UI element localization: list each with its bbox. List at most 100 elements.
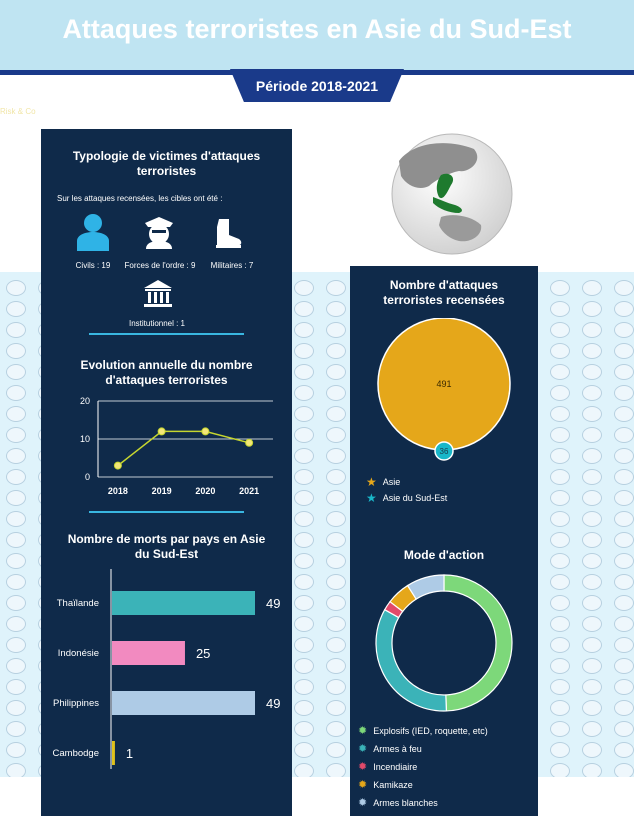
- bar-category-label: Indonésie: [58, 648, 99, 659]
- watermark-logo: [294, 658, 314, 674]
- bar-value-label: 25: [196, 646, 210, 661]
- watermark-logo: [582, 280, 602, 296]
- watermark-logo: [326, 364, 346, 380]
- left-panel: Typologie de victimes d'attaques terrori…: [41, 129, 292, 816]
- x-tick-label: 2020: [195, 486, 215, 496]
- watermark-logo: [614, 658, 634, 674]
- watermark-logo: [294, 322, 314, 338]
- legend-label-sea: Asie du Sud-Est: [382, 493, 448, 503]
- victims-subtitle: Sur les attaques recensées, les cibles o…: [57, 194, 223, 203]
- watermark-logo: [614, 280, 634, 296]
- watermark-logo: [6, 658, 26, 674]
- watermark-logo: [6, 721, 26, 737]
- watermark-logo: [550, 343, 570, 359]
- watermark-logo: [550, 280, 570, 296]
- watermark-logo: [550, 532, 570, 548]
- watermark-logo: [6, 532, 26, 548]
- star-icon: ★: [366, 491, 377, 505]
- bar: [112, 691, 255, 715]
- watermark-logo: [326, 721, 346, 737]
- watermark-logo: [326, 322, 346, 338]
- section-separator-2: [89, 511, 244, 513]
- watermark-logo: [614, 721, 634, 737]
- legend-label-incendiaire: Incendiaire: [373, 761, 418, 772]
- watermark-logo: [326, 385, 346, 401]
- globe-map: [391, 133, 513, 255]
- police-icon: [145, 217, 173, 249]
- watermark-logo: [326, 490, 346, 506]
- donut-slice: [375, 608, 448, 712]
- watermark-logo: [6, 637, 26, 653]
- watermark-logo: [614, 427, 634, 443]
- watermark-logo: [614, 637, 634, 653]
- watermark-logo: [550, 469, 570, 485]
- watermark-logo: [582, 301, 602, 317]
- watermark-logo: [582, 322, 602, 338]
- watermark-logo: [550, 616, 570, 632]
- watermark-logo: [550, 385, 570, 401]
- bar: [112, 591, 255, 615]
- watermark-logo: [550, 574, 570, 590]
- legend-label-armes-feu: Armes à feu: [373, 743, 422, 754]
- donut-slice: [443, 574, 513, 712]
- watermark-logo: [6, 385, 26, 401]
- watermark-logo: [614, 490, 634, 506]
- watermark-logo: [326, 637, 346, 653]
- page-title: Attaques terroristes en Asie du Sud-Est: [62, 14, 572, 44]
- watermark-logo: [582, 574, 602, 590]
- watermark-logo: [550, 322, 570, 338]
- watermark-logo: [614, 679, 634, 695]
- legend-item-armes-feu: ✹ Armes à feu: [358, 742, 422, 755]
- legend-item-asie: ★ Asie: [366, 475, 400, 489]
- watermark-logo: [6, 763, 26, 777]
- gear-icon: ✹: [358, 797, 368, 809]
- right-panel: Nombre d'attaques terroristes recensées …: [350, 266, 538, 816]
- watermark-logo: [550, 658, 570, 674]
- watermark-logo: [6, 364, 26, 380]
- watermark-logo: [582, 343, 602, 359]
- watermark-logo: [326, 301, 346, 317]
- watermark-logo: [6, 700, 26, 716]
- globe-se-asia: [436, 173, 454, 199]
- watermark-logo: [326, 574, 346, 590]
- watermark-logo: [614, 700, 634, 716]
- x-tick-label: 2018: [108, 486, 128, 496]
- watermark-logo: [294, 364, 314, 380]
- watermark-logo: [550, 742, 570, 758]
- legend-label-asie: Asie: [382, 477, 401, 487]
- watermark-logo: [614, 322, 634, 338]
- watermark-logo: [326, 511, 346, 527]
- globe-land-asia: [399, 143, 478, 188]
- watermark-logo: [614, 364, 634, 380]
- watermark-logo: [550, 763, 570, 777]
- watermark-logo: [582, 490, 602, 506]
- watermark-logo: [294, 763, 314, 777]
- watermark-logo: [582, 721, 602, 737]
- watermark-logo: [6, 301, 26, 317]
- watermark-logo: [6, 490, 26, 506]
- bar-value-label: 49: [266, 596, 280, 611]
- watermark-logo: [6, 679, 26, 695]
- bar-value-label: 1: [126, 746, 133, 761]
- victims-title: Typologie de victimes d'attaques terrori…: [72, 149, 261, 178]
- watermark-logo: [582, 595, 602, 611]
- globe-australia: [439, 215, 482, 242]
- watermark-logo: [294, 427, 314, 443]
- donut-slice: [406, 574, 445, 600]
- watermark-logo: [550, 301, 570, 317]
- line-series: [117, 430, 250, 467]
- donut-chart-title: Mode d'action: [403, 548, 485, 562]
- watermark-logo: [614, 301, 634, 317]
- watermark-logo: [550, 700, 570, 716]
- watermark-logo: [294, 406, 314, 422]
- watermark-logo: [294, 742, 314, 758]
- watermark-logo: [326, 553, 346, 569]
- watermark-logo: [6, 448, 26, 464]
- bar-category-label: Philippines: [53, 698, 99, 709]
- watermark-logo: [294, 679, 314, 695]
- watermark-logo: [614, 742, 634, 758]
- star-icon: ★: [366, 475, 377, 489]
- watermark-logo: [582, 742, 602, 758]
- watermark-logo: [614, 448, 634, 464]
- watermark-logo: [582, 637, 602, 653]
